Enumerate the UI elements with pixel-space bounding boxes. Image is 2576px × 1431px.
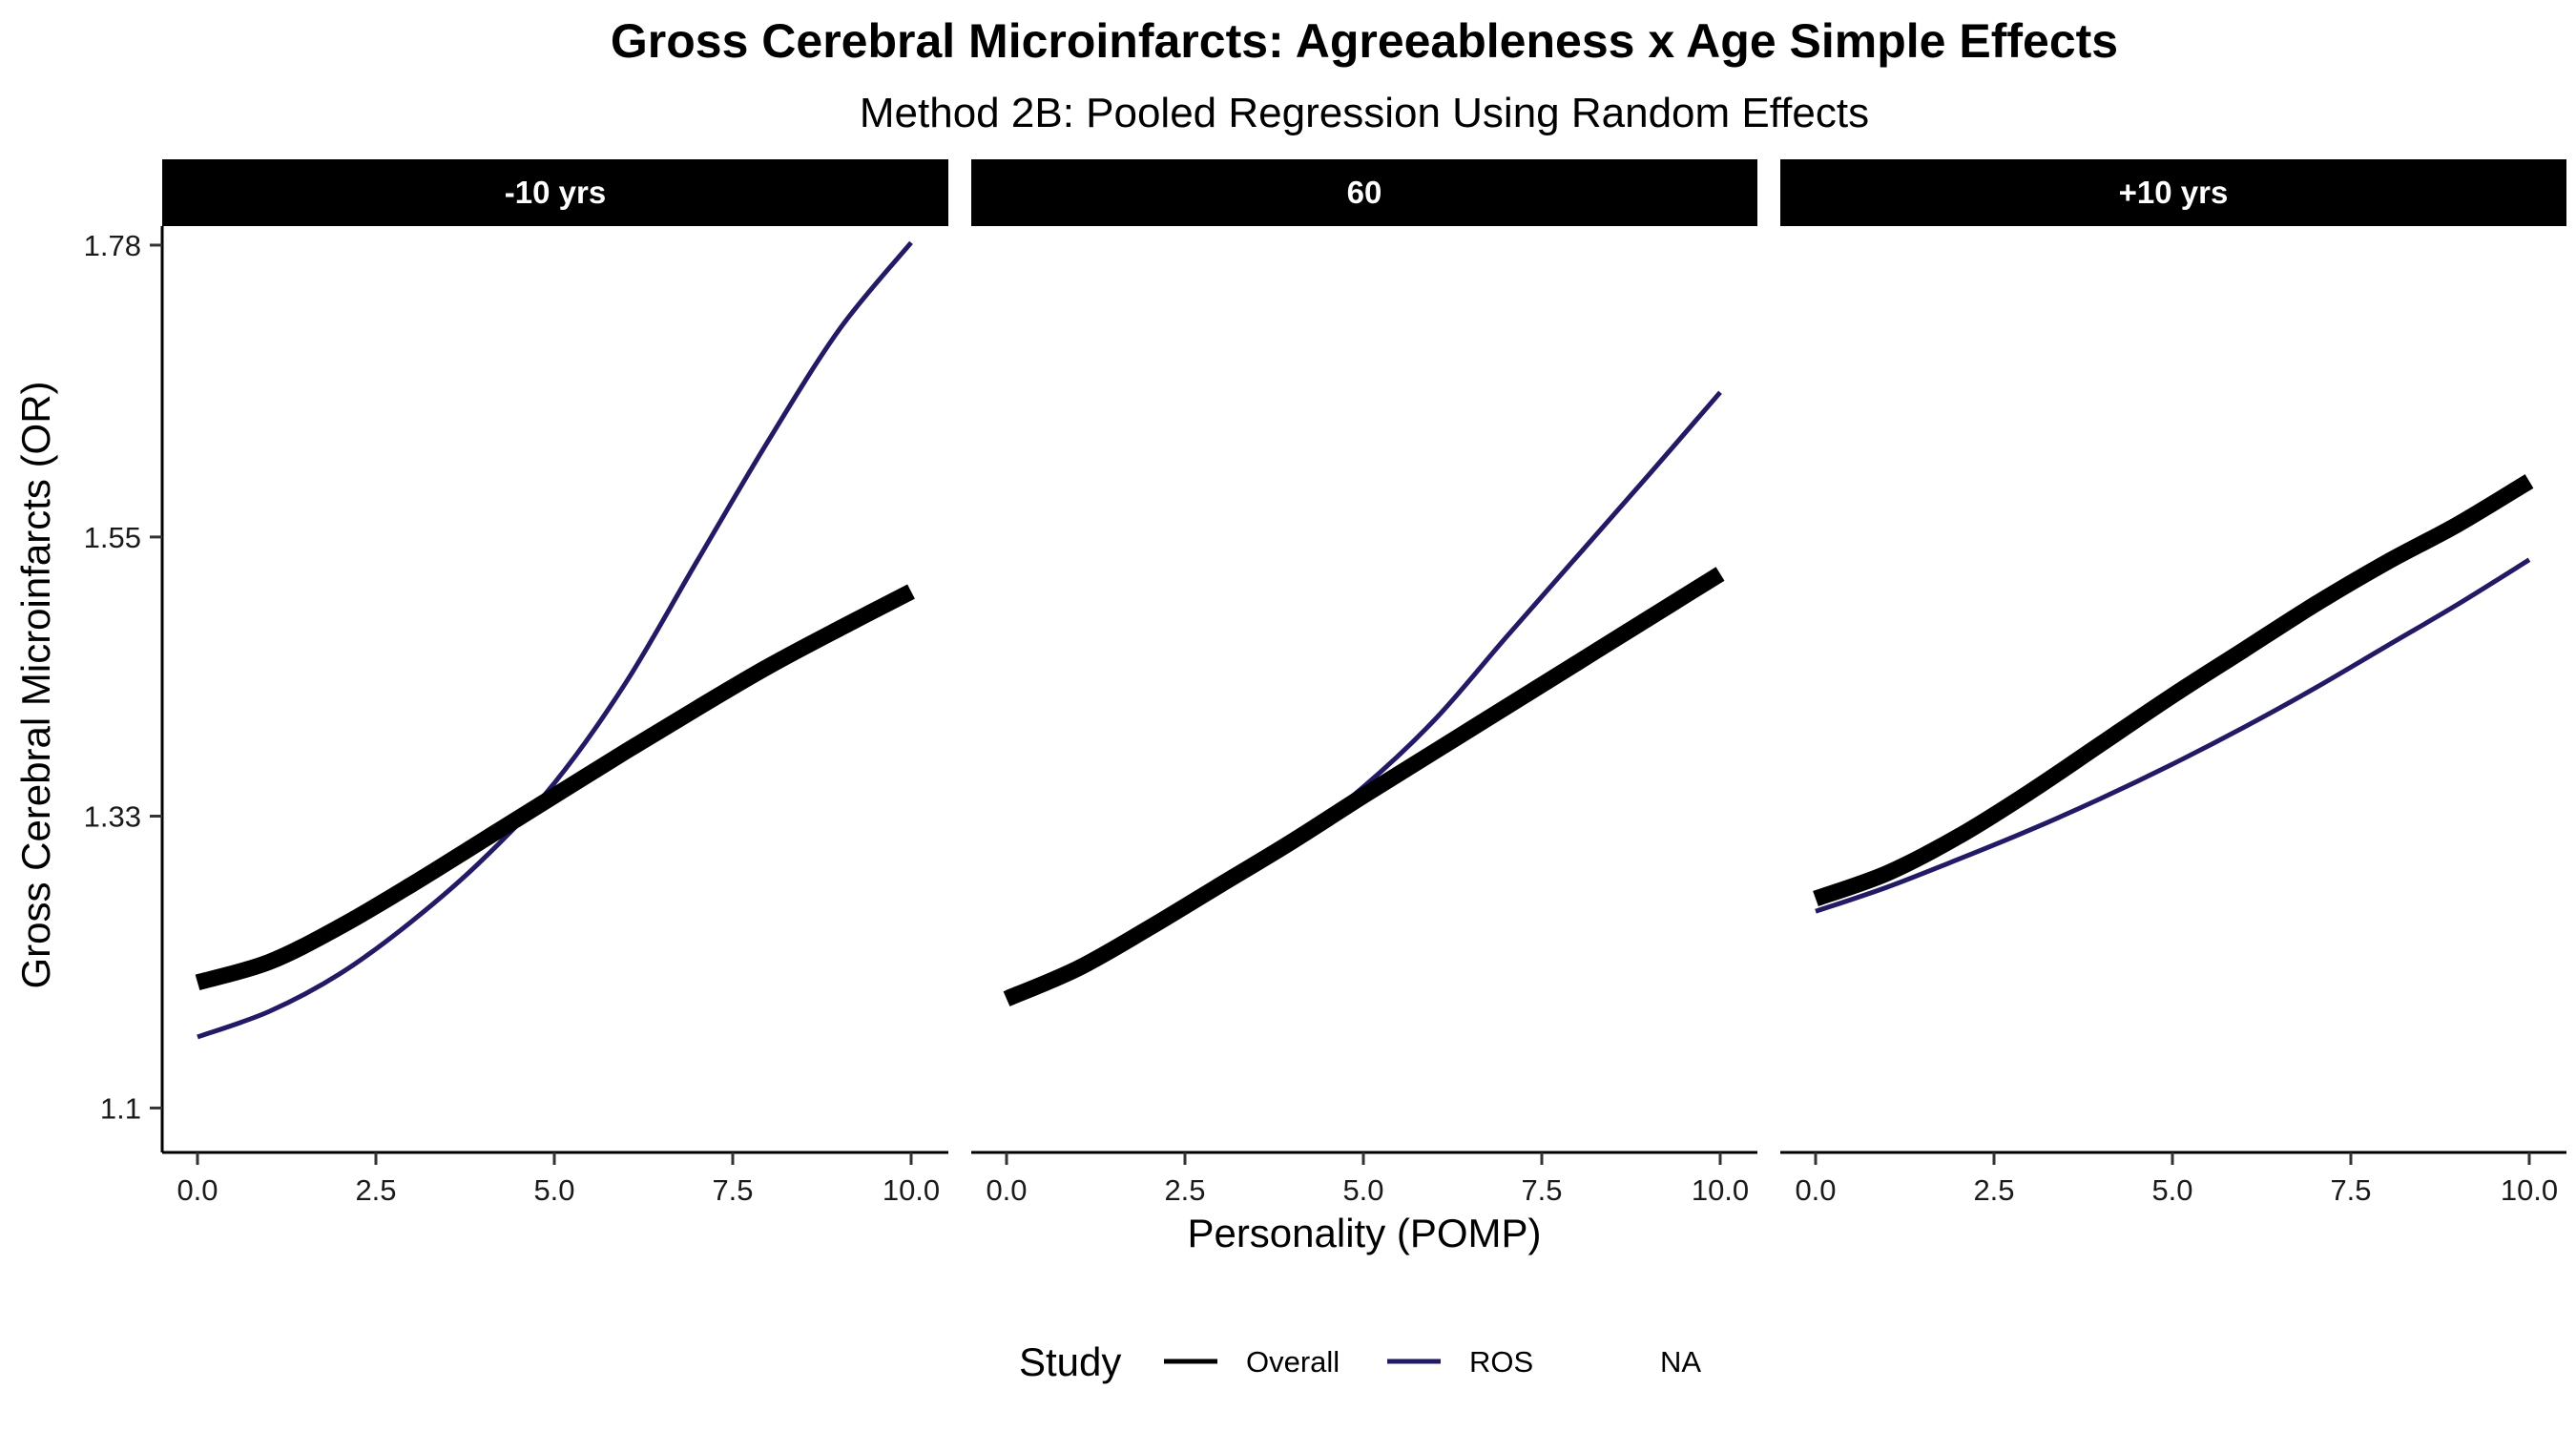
y-axis-title: Gross Cerebral Microinfarcts (OR) [13, 381, 58, 988]
series-line-ros [1006, 390, 1722, 995]
chart-title: Gross Cerebral Microinfarcts: Agreeablen… [611, 14, 2118, 68]
strip-panel-2 [971, 159, 1757, 226]
panel-3: +10 yrs 0.0 2.5 5.0 7.5 10.0 [1780, 159, 2566, 1207]
x-tick-label: 10.0 [2501, 1173, 2558, 1207]
legend-title: Study [1019, 1339, 1121, 1384]
legend-label-overall: Overall [1246, 1345, 1340, 1379]
strip-panel-3 [1780, 159, 2566, 226]
series-line-overall [1003, 567, 1725, 1006]
x-tick-label: 5.0 [2151, 1173, 2192, 1207]
x-tick-label: 10.0 [1692, 1173, 1749, 1207]
x-tick-label: 0.0 [1795, 1173, 1836, 1207]
x-tick-label: 7.5 [1521, 1173, 1562, 1207]
series-line-ros [197, 240, 913, 1040]
chart-subtitle: Method 2B: Pooled Regression Using Rando… [860, 90, 1869, 136]
series-line-overall [1813, 474, 2534, 907]
x-tick-label: 2.5 [1164, 1173, 1205, 1207]
strip-label: -10 yrs [505, 175, 606, 210]
y-tick-label: 1.55 [84, 521, 141, 554]
strip-label: +10 yrs [2119, 175, 2229, 210]
x-tick-label: 5.0 [533, 1173, 574, 1207]
strip-panel-1 [162, 159, 948, 226]
panel-2: 60 0.0 2.5 5.0 7.5 10.0 [971, 159, 1757, 1207]
y-tick-label: 1.33 [84, 800, 141, 834]
x-tick-label: 0.0 [177, 1173, 218, 1207]
legend-label-ros: ROS [1469, 1345, 1533, 1379]
x-tick-label: 10.0 [883, 1173, 940, 1207]
x-tick-label: 7.5 [2330, 1173, 2371, 1207]
strip-label: 60 [1347, 175, 1382, 210]
y-tick-label: 1.1 [100, 1091, 141, 1125]
x-tick-label: 0.0 [986, 1173, 1027, 1207]
x-axis-title: Personality (POMP) [1187, 1211, 1541, 1255]
panel-1: -10 yrs 1.1 1.33 1.55 1.78 0.0 2.5 5.0 7.5 10.0 [84, 159, 948, 1207]
x-tick-label: 2.5 [1973, 1173, 2014, 1207]
x-tick-label: 7.5 [712, 1173, 753, 1207]
legend: Study Overall ROS NA [1019, 1339, 1701, 1384]
series-line-ros [1815, 557, 2531, 914]
x-tick-label: 5.0 [1342, 1173, 1383, 1207]
x-tick-label: 2.5 [355, 1173, 396, 1207]
series-line-overall [195, 584, 915, 990]
legend-label-na: NA [1660, 1345, 1701, 1379]
y-tick-label: 1.78 [84, 229, 141, 262]
